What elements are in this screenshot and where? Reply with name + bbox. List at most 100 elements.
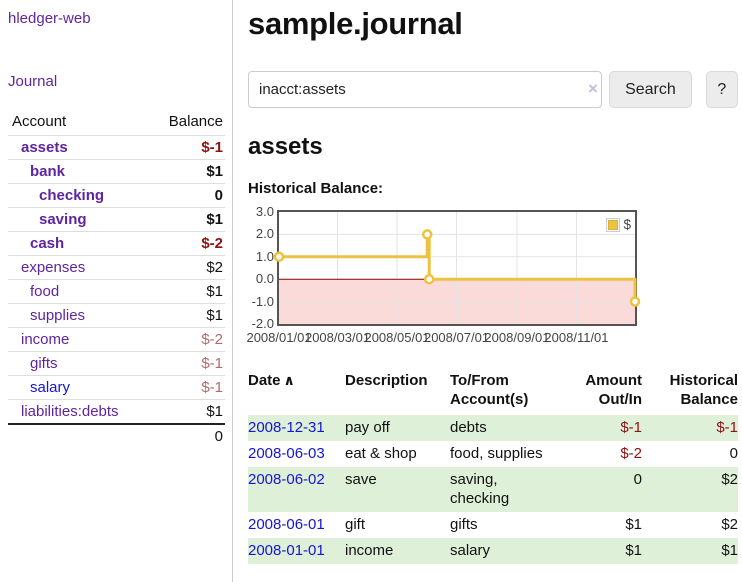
account-link[interactable]: gifts <box>30 355 58 372</box>
y-axis-tick: 2.0 <box>255 226 274 242</box>
account-link[interactable]: supplies <box>30 307 86 324</box>
transaction-accounts: debts <box>450 415 562 441</box>
account-link[interactable]: expenses <box>21 259 86 276</box>
account-balance: $2 <box>116 255 225 280</box>
x-axis-tick: 2008/09/01 <box>484 330 550 345</box>
chart-legend: $ <box>605 216 632 233</box>
help-button[interactable]: ? <box>705 71 738 108</box>
account-balance: $1 <box>116 399 225 424</box>
account-row: assets $-1 <box>8 135 225 160</box>
account-row: cash $-2 <box>8 231 225 256</box>
legend-label: $ <box>623 217 631 232</box>
account-balance: $-2 <box>116 327 225 352</box>
date-column-header: Date ∧ <box>248 372 295 389</box>
account-balance: $-1 <box>116 375 225 400</box>
account-link[interactable]: saving <box>39 211 87 228</box>
x-axis-tick: 2008/07/01 <box>423 330 490 345</box>
transaction-description: pay off <box>345 415 450 441</box>
account-row: liabilities:debts $1 <box>8 399 225 424</box>
transaction-date-link[interactable]: 2008-01-01 <box>248 542 325 559</box>
transaction-description: income <box>345 538 450 564</box>
account-tree-header: Account Balance <box>8 110 225 136</box>
chart-title: Historical Balance: <box>248 180 384 197</box>
account-tree: Account Balance assets $-1 bank $1 check… <box>8 110 225 448</box>
y-axis-tick: 3.0 <box>255 204 274 219</box>
description-column-header: Description <box>345 372 428 389</box>
transaction-accounts: food, supplies <box>450 445 543 462</box>
account-heading: assets <box>248 133 323 160</box>
transaction-date-link[interactable]: 2008-12-31 <box>248 419 325 436</box>
y-axis-tick: -1.0 <box>251 293 274 309</box>
account-row: salary $-1 <box>8 375 225 400</box>
account-link[interactable]: food <box>30 283 60 300</box>
register-body: 2008-12-31 pay off debts $-1 $-1 2008-06… <box>248 415 738 564</box>
account-balance: $1 <box>116 159 225 184</box>
account-link[interactable]: bank <box>30 163 66 180</box>
search-button[interactable]: Search <box>609 71 692 108</box>
page-title: sample.journal <box>248 6 463 41</box>
transaction-amount: $-1 <box>562 415 642 441</box>
register-row: 2008-06-02 save saving, checking 0 $2 <box>248 467 738 512</box>
account-balance: $1 <box>116 207 225 232</box>
transaction-description: eat & shop <box>345 445 417 462</box>
transaction-accounts: gifts <box>450 516 478 533</box>
balance-chart: $ 3.0 2.0 1.0 0.0 -1.0 -2.0 2008/01/01 2008/03/… <box>246 204 738 347</box>
legend-swatch <box>606 217 621 232</box>
sidebar-total-row: 0 <box>8 423 225 448</box>
balance-column-header: Balance <box>168 113 223 130</box>
x-axis-tick: 2008/11/01 <box>544 330 609 345</box>
total-balance: 0 <box>116 423 225 448</box>
account-row: saving $1 <box>8 207 225 232</box>
register-header-row: Date ∧ Description To/From Account(s) Amo… <box>248 369 738 415</box>
account-row: expenses $2 <box>8 255 225 280</box>
transaction-amount: $1 <box>562 538 642 564</box>
y-axis-tick: -2.0 <box>251 316 274 331</box>
account-balance: $-2 <box>116 231 225 256</box>
account-link[interactable]: liabilities:debts <box>21 403 119 420</box>
account-row: bank $1 <box>8 159 225 184</box>
account-link[interactable]: salary <box>30 379 71 396</box>
register-row: 2008-06-01 gift gifts $1 $2 <box>248 512 738 538</box>
account-balance: $-1 <box>116 135 225 160</box>
main-content: sample.journal × Search ? assets Histori… <box>233 0 742 582</box>
transaction-balance: $2 <box>721 516 738 533</box>
transaction-date-link[interactable]: 2008-06-01 <box>248 516 325 533</box>
balance-column-header-register: Historical Balance <box>669 372 738 408</box>
search-form: × Search ? <box>248 71 738 108</box>
account-row: supplies $1 <box>8 303 225 328</box>
transaction-balance: $-1 <box>642 415 738 441</box>
transaction-amount: $-2 <box>620 445 642 462</box>
account-row: food $1 <box>8 279 225 304</box>
register-row: 2008-12-31 pay off debts $-1 $-1 <box>248 415 738 441</box>
y-axis-tick: 0.0 <box>255 271 274 287</box>
transaction-date-link[interactable]: 2008-06-03 <box>248 445 325 462</box>
account-link[interactable]: checking <box>39 187 105 204</box>
account-column-header: Account <box>12 113 67 130</box>
amount-column-header: Amount Out/In <box>585 372 642 408</box>
sort-up-icon: ∧ <box>283 372 295 388</box>
account-link[interactable]: assets <box>21 139 68 156</box>
app-brand-link[interactable]: hledger-web <box>8 10 91 27</box>
search-input[interactable] <box>248 71 603 108</box>
transaction-balance: $2 <box>642 467 738 512</box>
x-axis-tick: 2008/03/01 <box>304 330 371 345</box>
account-tree-body: assets $-1 bank $1 checking 0 saving $1 … <box>8 135 225 424</box>
transaction-date-link[interactable]: 2008-06-02 <box>248 471 325 488</box>
account-link[interactable]: income <box>21 331 70 348</box>
transaction-description: save <box>345 467 450 512</box>
transaction-accounts: salary <box>450 538 562 564</box>
register-row: 2008-06-03 eat & shop food, supplies $-2… <box>248 441 738 467</box>
transaction-amount: $1 <box>625 516 642 533</box>
sidebar-item-journal[interactable]: Journal <box>8 73 58 90</box>
sidebar: hledger-web Journal Account Balance asse… <box>0 0 233 582</box>
register-row: 2008-01-01 income salary $1 $1 <box>248 538 738 564</box>
account-row: checking 0 <box>8 183 225 208</box>
account-link[interactable]: cash <box>30 235 65 252</box>
transaction-description: gift <box>345 516 366 533</box>
x-axis-tick: 2008/01/01 <box>246 330 312 345</box>
y-axis-tick: 1.0 <box>255 248 274 264</box>
clear-search-icon[interactable]: × <box>588 79 598 98</box>
account-balance: $-1 <box>116 351 225 376</box>
register-table: Date ∧ Description To/From Account(s) Amo… <box>248 369 738 564</box>
account-balance: 0 <box>116 183 225 208</box>
